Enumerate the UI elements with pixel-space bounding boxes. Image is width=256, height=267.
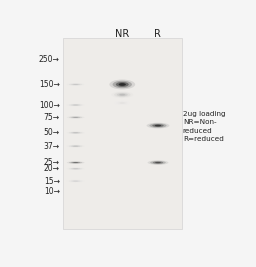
Ellipse shape [73,84,78,85]
Ellipse shape [71,132,80,134]
Ellipse shape [67,116,84,119]
Ellipse shape [69,145,82,147]
Ellipse shape [67,180,84,182]
Ellipse shape [116,82,129,87]
Text: R: R [154,29,161,39]
Ellipse shape [67,104,84,106]
Ellipse shape [147,123,169,128]
Ellipse shape [73,162,78,163]
Ellipse shape [150,161,166,164]
Ellipse shape [117,93,128,96]
Ellipse shape [69,116,82,118]
Ellipse shape [71,146,80,147]
Ellipse shape [69,132,82,134]
FancyBboxPatch shape [63,38,182,229]
Ellipse shape [114,101,130,105]
Ellipse shape [71,117,80,118]
Ellipse shape [73,181,78,182]
Ellipse shape [119,94,125,96]
Ellipse shape [71,162,80,163]
Text: 20→: 20→ [44,164,60,173]
Ellipse shape [73,132,78,133]
Text: NR: NR [115,29,129,39]
Ellipse shape [147,160,168,165]
Ellipse shape [109,80,135,89]
Ellipse shape [67,145,84,147]
Text: 37→: 37→ [44,142,60,151]
Ellipse shape [155,125,161,126]
Ellipse shape [116,101,128,104]
Ellipse shape [69,162,82,163]
Ellipse shape [67,83,84,86]
Ellipse shape [69,104,82,106]
Ellipse shape [111,92,133,98]
Ellipse shape [67,161,84,164]
Ellipse shape [71,84,80,85]
Text: 150→: 150→ [39,80,60,89]
Text: 250→: 250→ [39,55,60,64]
Ellipse shape [71,180,80,182]
Ellipse shape [150,123,167,128]
Ellipse shape [73,117,78,118]
Ellipse shape [71,168,80,169]
Ellipse shape [67,132,84,134]
Text: 50→: 50→ [44,128,60,137]
Ellipse shape [153,162,163,164]
Ellipse shape [152,124,164,127]
Text: 10→: 10→ [44,187,60,196]
Ellipse shape [155,162,161,163]
Text: 15→: 15→ [44,176,60,186]
Ellipse shape [73,146,78,147]
Text: 2ug loading
NR=Non-
reduced
R=reduced: 2ug loading NR=Non- reduced R=reduced [183,111,226,142]
Text: 25→: 25→ [44,158,60,167]
Text: 100→: 100→ [39,100,60,109]
Ellipse shape [119,83,126,86]
Ellipse shape [69,84,82,85]
Ellipse shape [67,167,84,170]
Ellipse shape [73,168,78,169]
Ellipse shape [119,102,126,104]
Ellipse shape [113,81,132,88]
Ellipse shape [114,92,131,97]
Ellipse shape [120,102,124,104]
Ellipse shape [69,168,82,170]
Ellipse shape [69,180,82,182]
Ellipse shape [71,104,80,106]
Text: 75→: 75→ [44,113,60,122]
